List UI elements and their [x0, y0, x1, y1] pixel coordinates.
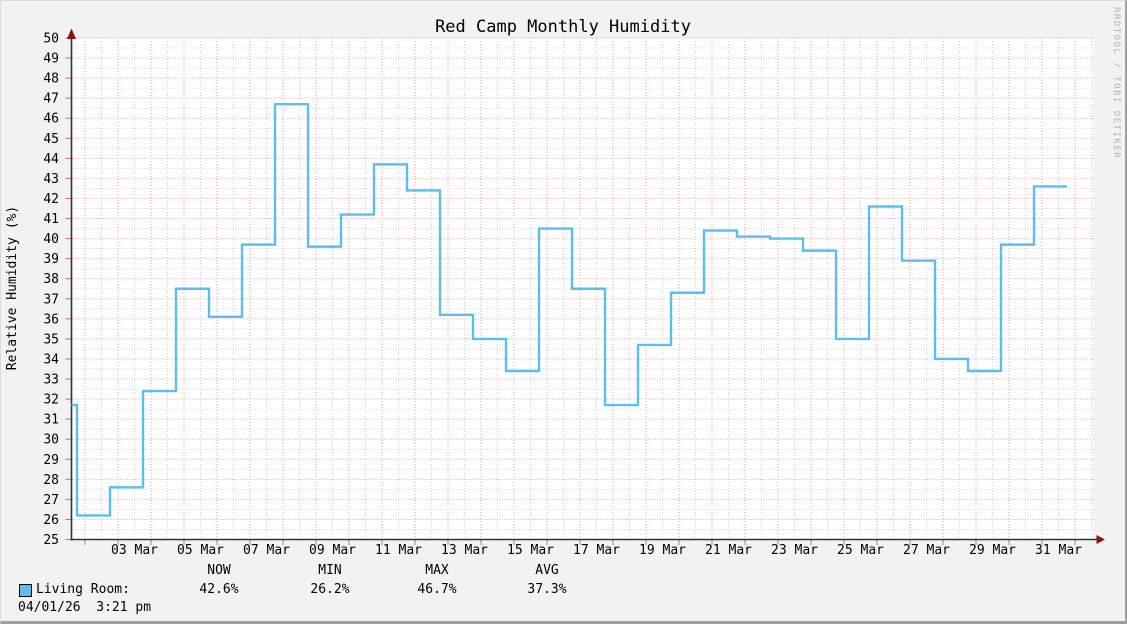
legend-value-avg: 37.3% [527, 582, 567, 597]
chart-title: Red Camp Monthly Humidity [435, 17, 691, 37]
series-label: Living Room: [36, 582, 130, 597]
svg-text:45: 45 [43, 132, 59, 147]
svg-text:27: 27 [43, 493, 59, 508]
svg-text:03 Mar: 03 Mar [111, 543, 158, 558]
svg-text:32: 32 [43, 393, 59, 408]
svg-text:25: 25 [43, 533, 59, 548]
legend-value-now: 42.6% [199, 582, 239, 597]
svg-text:31: 31 [43, 413, 59, 428]
svg-text:34: 34 [43, 352, 59, 367]
svg-text:41: 41 [43, 212, 59, 227]
svg-text:11 Mar: 11 Mar [375, 543, 422, 558]
svg-text:33: 33 [43, 373, 59, 388]
svg-text:38: 38 [43, 272, 59, 287]
svg-text:07 Mar: 07 Mar [243, 543, 290, 558]
svg-text:29 Mar: 29 Mar [969, 543, 1016, 558]
svg-text:49: 49 [43, 52, 59, 67]
svg-text:09 Mar: 09 Mar [309, 543, 356, 558]
svg-text:26: 26 [43, 513, 59, 528]
svg-text:50: 50 [43, 32, 59, 47]
svg-text:39: 39 [43, 252, 59, 267]
timestamp: 04/01/26 3:21 pm [18, 600, 152, 615]
svg-text:35: 35 [43, 332, 59, 347]
svg-text:25 Mar: 25 Mar [837, 543, 884, 558]
legend-col-header-now: NOW [207, 563, 231, 578]
svg-text:21 Mar: 21 Mar [705, 543, 752, 558]
svg-text:47: 47 [43, 92, 59, 107]
svg-text:13 Mar: 13 Mar [441, 543, 488, 558]
svg-text:15 Mar: 15 Mar [507, 543, 554, 558]
svg-text:29: 29 [43, 453, 59, 468]
svg-text:19 Mar: 19 Mar [639, 543, 686, 558]
svg-text:48: 48 [43, 72, 59, 87]
svg-text:23 Mar: 23 Mar [771, 543, 818, 558]
svg-text:46: 46 [43, 112, 59, 127]
svg-text:17 Mar: 17 Mar [573, 543, 620, 558]
watermark: RRDTOOL / TOBI OETIKER [1111, 7, 1121, 160]
svg-text:43: 43 [43, 172, 59, 187]
legend-col-header-max: MAX [425, 563, 449, 578]
legend-col-header-min: MIN [318, 563, 342, 578]
legend-col-header-avg: AVG [535, 563, 559, 578]
svg-text:42: 42 [43, 192, 59, 207]
svg-text:27 Mar: 27 Mar [903, 543, 950, 558]
svg-text:31 Mar: 31 Mar [1035, 543, 1082, 558]
svg-text:44: 44 [43, 152, 59, 167]
legend-value-min: 26.2% [310, 582, 350, 597]
svg-text:05 Mar: 05 Mar [177, 543, 224, 558]
legend-value-max: 46.7% [417, 582, 457, 597]
svg-text:36: 36 [43, 312, 59, 327]
svg-text:30: 30 [43, 433, 59, 448]
series-color-swatch [19, 584, 32, 597]
svg-text:37: 37 [43, 292, 59, 307]
svg-text:28: 28 [43, 473, 59, 488]
svg-text:40: 40 [43, 232, 59, 247]
